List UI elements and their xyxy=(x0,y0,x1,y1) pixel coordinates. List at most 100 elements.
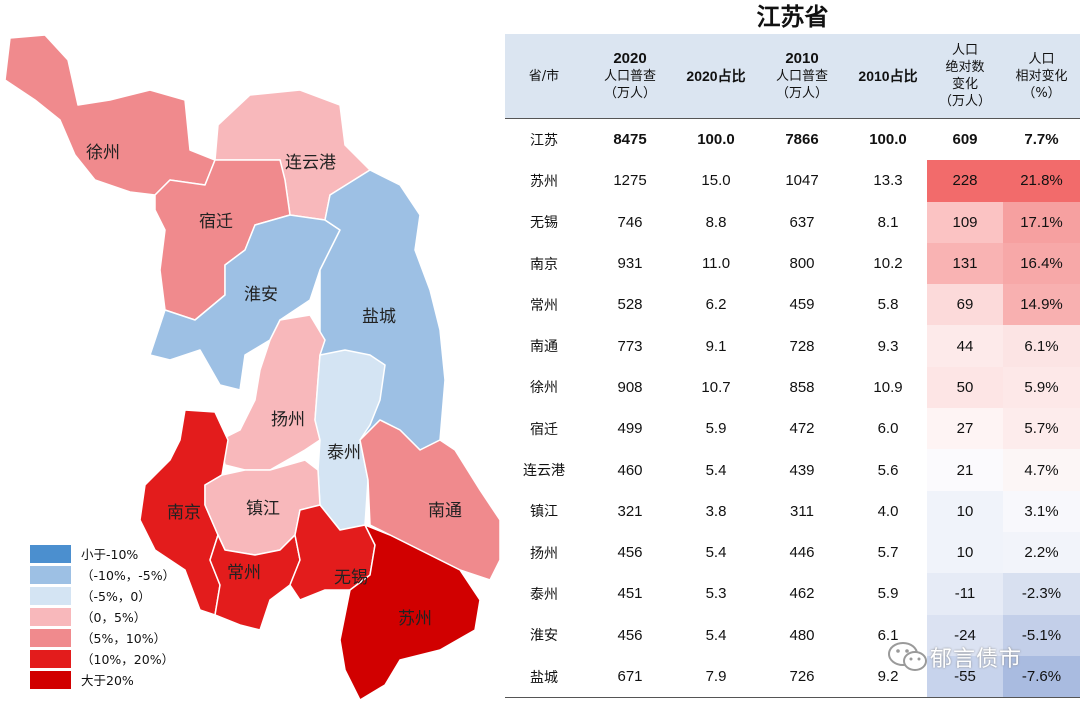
cell-share2020: 5.4 xyxy=(705,544,727,562)
cell-name: 江苏 xyxy=(530,132,558,149)
cell-share2010: 5.6 xyxy=(877,461,899,479)
cell-name: 常州 xyxy=(530,297,558,314)
cell-rel: 21.8% xyxy=(1003,160,1080,202)
legend-label: 大于20% xyxy=(81,673,134,688)
population-table: 省/市 2020 人口普查 （万人） 2020占比 2010 人口普查 （万人）… xyxy=(505,34,1080,698)
table-title: 江苏省 xyxy=(756,2,829,31)
cell-rel: 5.9% xyxy=(1003,366,1080,409)
cell-name: 苏州 xyxy=(530,173,558,190)
cell-name: 南通 xyxy=(530,339,558,356)
label-yancheng: 盐城 xyxy=(362,307,396,327)
cell-share2010: 8.1 xyxy=(877,213,899,231)
header-pop2020-unit: （万人） xyxy=(603,86,656,101)
cell-name: 盐城 xyxy=(530,669,558,686)
cell-pop2010: 459 xyxy=(789,296,815,314)
label-changzhou: 常州 xyxy=(227,563,261,583)
cell-rel: 5.7% xyxy=(1003,408,1080,450)
legend-label: （10%，20%） xyxy=(81,652,175,667)
cell-share2010: 100.0 xyxy=(869,131,907,149)
cell-abs: -24 xyxy=(927,614,1003,656)
cell-pop2010: 637 xyxy=(789,213,815,231)
legend-item: （10%，20%） xyxy=(30,648,210,669)
region-huaian xyxy=(149,214,341,391)
label-yangzhou: 扬州 xyxy=(271,410,305,430)
label-wuxi: 无锡 xyxy=(334,568,368,588)
cell-abs: 10 xyxy=(927,490,1003,532)
region-nantong xyxy=(359,419,501,581)
cell-share2020: 5.9 xyxy=(705,420,727,438)
cell-pop2010: 439 xyxy=(789,461,815,479)
legend-label: 小于-10% xyxy=(81,547,139,562)
cell-share2010: 5.7 xyxy=(877,544,899,562)
cell-name: 镇江 xyxy=(530,504,558,521)
cell-name: 宿迁 xyxy=(530,421,558,438)
cell-abs: 109 xyxy=(927,201,1003,243)
cell-share2020: 6.2 xyxy=(705,296,727,314)
cell-share2010: 5.8 xyxy=(877,296,899,314)
cell-name: 连云港 xyxy=(523,463,565,480)
label-xuzhou: 徐州 xyxy=(86,143,120,163)
legend-swatch xyxy=(30,607,71,626)
table-row: 连云港 460 5.4 439 5.6 21 4.7% xyxy=(505,449,1080,491)
label-taizhou: 泰州 xyxy=(327,443,361,463)
legend-label: （-10%，-5%） xyxy=(81,568,176,583)
cell-share2020: 10.7 xyxy=(701,378,731,396)
cell-share2010: 5.9 xyxy=(877,585,899,603)
header-pop2020-label: 人口普查 xyxy=(603,69,656,84)
legend-item: （5%，10%） xyxy=(30,627,210,648)
cell-share2020: 3.8 xyxy=(705,502,727,520)
table-row: 镇江 321 3.8 311 4.0 10 3.1% xyxy=(505,490,1080,532)
table-row: 苏州 1275 15.0 1047 13.3 228 21.8% xyxy=(505,160,1080,202)
label-lianyungang: 连云港 xyxy=(285,153,336,173)
cell-share2010: 9.3 xyxy=(877,337,899,355)
cell-pop2020: 931 xyxy=(617,255,643,273)
cell-rel: -5.1% xyxy=(1003,614,1080,656)
header-abs-line2: 绝对数 xyxy=(945,60,985,75)
table-row: 常州 528 6.2 459 5.8 69 14.9% xyxy=(505,284,1080,326)
cell-pop2020: 8475 xyxy=(613,131,647,149)
label-zhenjiang: 镇江 xyxy=(246,499,280,519)
legend-swatch xyxy=(30,670,71,689)
cell-share2020: 5.4 xyxy=(705,626,727,644)
legend-label: （0，5%） xyxy=(81,610,147,625)
cell-abs: 131 xyxy=(927,242,1003,285)
legend-swatch xyxy=(30,565,71,584)
legend-item: （0，5%） xyxy=(30,606,210,627)
label-suzhou: 苏州 xyxy=(398,609,432,629)
cell-pop2010: 800 xyxy=(789,255,815,273)
cell-name: 淮安 xyxy=(530,628,558,645)
region-suzhou xyxy=(339,524,481,701)
cell-name: 扬州 xyxy=(530,545,558,562)
cell-pop2020: 321 xyxy=(617,502,643,520)
cell-pop2020: 456 xyxy=(617,626,643,644)
legend-label: （-5%，0） xyxy=(81,589,151,604)
cell-share2010: 10.9 xyxy=(873,378,903,396)
cell-share2010: 13.3 xyxy=(873,172,903,190)
cell-pop2010: 311 xyxy=(790,502,814,520)
cell-pop2010: 472 xyxy=(789,420,815,438)
cell-pop2020: 528 xyxy=(617,296,643,314)
legend-label: （5%，10%） xyxy=(81,631,167,646)
header-rel-line2: 相对变化 xyxy=(1015,68,1068,84)
cell-pop2010: 858 xyxy=(789,378,815,396)
legend-swatch xyxy=(30,649,71,668)
cell-abs: 21 xyxy=(927,449,1003,491)
header-share2010: 2010占比 xyxy=(849,34,927,119)
cell-share2020: 5.3 xyxy=(705,585,727,603)
label-suqian: 宿迁 xyxy=(199,212,233,232)
cell-share2020: 9.1 xyxy=(705,337,727,355)
table-row: 江苏 8475 100.0 7866 100.0 609 7.7% xyxy=(505,118,1080,161)
legend-item: （-10%，-5%） xyxy=(30,564,210,585)
cell-pop2010: 446 xyxy=(789,544,815,562)
table-row: 南通 773 9.1 728 9.3 44 6.1% xyxy=(505,325,1080,367)
cell-abs: 27 xyxy=(927,408,1003,450)
cell-share2020: 11.0 xyxy=(701,255,731,273)
header-rel-line3: （%） xyxy=(1022,85,1061,101)
legend-swatch xyxy=(30,628,71,647)
cell-pop2010: 728 xyxy=(789,337,815,355)
header-pop2010-unit: （万人） xyxy=(775,86,828,101)
cell-abs: -11 xyxy=(927,573,1003,615)
header-abs-line1: 人口 xyxy=(951,43,978,58)
cell-rel: -2.3% xyxy=(1003,573,1080,615)
cell-share2010: 6.1 xyxy=(877,626,899,644)
